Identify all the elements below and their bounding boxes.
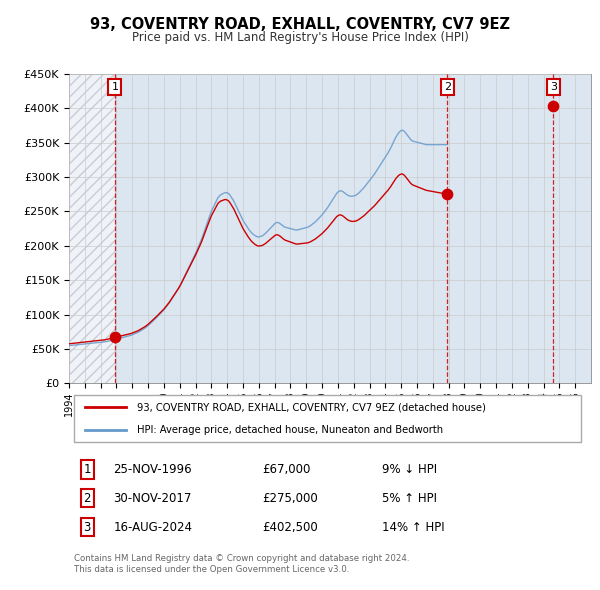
Text: 3: 3: [550, 82, 557, 92]
Text: 1: 1: [83, 463, 91, 476]
Text: HPI: Average price, detached house, Nuneaton and Bedworth: HPI: Average price, detached house, Nune…: [137, 425, 443, 435]
Text: 3: 3: [83, 521, 91, 534]
Text: 16-AUG-2024: 16-AUG-2024: [113, 521, 193, 534]
Text: 14% ↑ HPI: 14% ↑ HPI: [382, 521, 445, 534]
Text: Contains HM Land Registry data © Crown copyright and database right 2024.
This d: Contains HM Land Registry data © Crown c…: [74, 555, 410, 574]
Bar: [69, 74, 115, 384]
Text: 1: 1: [112, 82, 118, 92]
Text: Price paid vs. HM Land Registry's House Price Index (HPI): Price paid vs. HM Land Registry's House …: [131, 31, 469, 44]
FancyBboxPatch shape: [74, 395, 581, 442]
Text: 2: 2: [444, 82, 451, 92]
Text: 93, COVENTRY ROAD, EXHALL, COVENTRY, CV7 9EZ: 93, COVENTRY ROAD, EXHALL, COVENTRY, CV7…: [90, 17, 510, 31]
Text: 2: 2: [83, 492, 91, 505]
Text: 30-NOV-2017: 30-NOV-2017: [113, 492, 192, 505]
Point: [548, 101, 558, 111]
Text: 9% ↓ HPI: 9% ↓ HPI: [382, 463, 437, 476]
Text: 25-NOV-1996: 25-NOV-1996: [113, 463, 192, 476]
Point: [110, 333, 119, 342]
Text: 93, COVENTRY ROAD, EXHALL, COVENTRY, CV7 9EZ (detached house): 93, COVENTRY ROAD, EXHALL, COVENTRY, CV7…: [137, 402, 486, 412]
Text: 5% ↑ HPI: 5% ↑ HPI: [382, 492, 437, 505]
Text: £402,500: £402,500: [262, 521, 318, 534]
Text: £67,000: £67,000: [262, 463, 311, 476]
Point: [443, 189, 452, 199]
Text: £275,000: £275,000: [262, 492, 318, 505]
